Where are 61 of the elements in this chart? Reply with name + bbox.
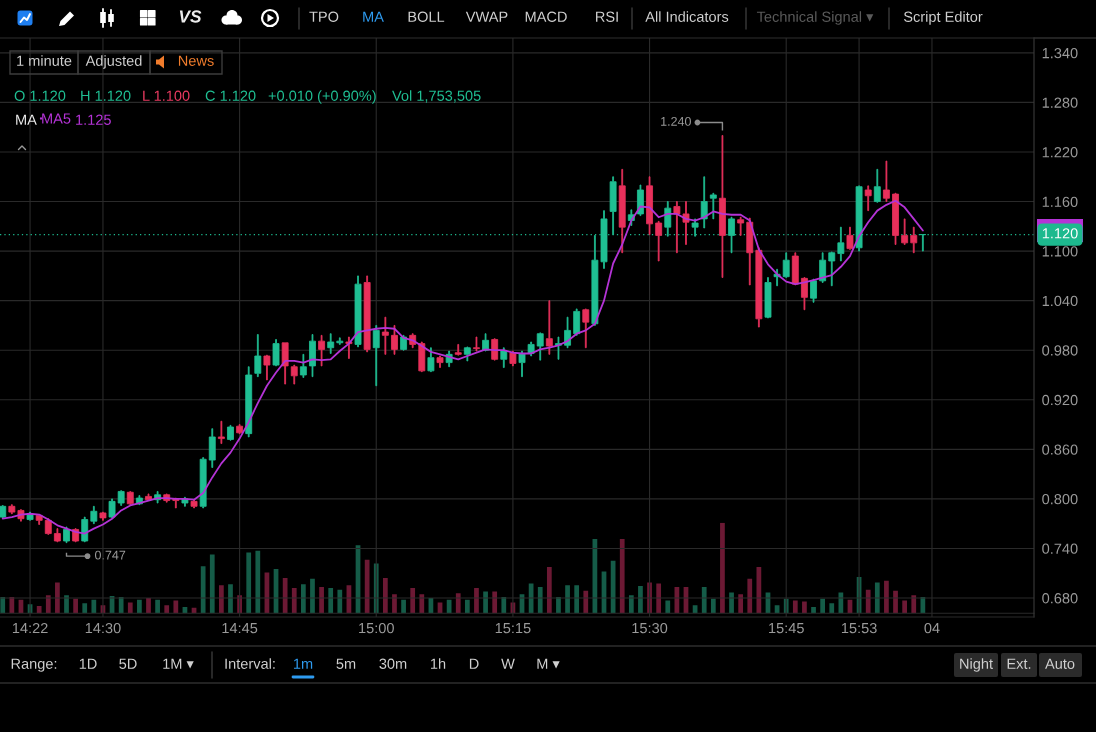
text: VS (179, 10, 202, 23)
annotation: L 1.100 (143, 90, 190, 101)
annotation: H 1.120 (81, 90, 131, 101)
text: VWAP (465, 11, 508, 22)
y-tick-label: 1.340 (1042, 47, 1078, 59)
text: All Indicators (645, 11, 729, 22)
annotation: MA (16, 114, 37, 125)
annotation: Vol 1,753,505 (392, 90, 481, 103)
text: 5D (119, 658, 137, 669)
ref-line-label: 1.120 (1042, 228, 1078, 239)
x-tick-label: 15:45 (769, 623, 804, 634)
y-tick-label: 0.680 (1042, 593, 1078, 604)
y-tick-label: 1.100 (1042, 246, 1078, 257)
text: BOLL (408, 11, 445, 22)
y-tick-label: 1.040 (1042, 295, 1078, 307)
annotation: News (178, 55, 214, 66)
x-tick-label: 14:30 (85, 622, 121, 634)
y-tick-label: 1.160 (1042, 196, 1078, 207)
legend-label: MA5 (42, 113, 71, 124)
y-tick-label: 0.860 (1042, 444, 1078, 455)
y-tick-label: 0.740 (1042, 543, 1078, 554)
text: Auto (1045, 658, 1075, 669)
annotation: C 1.120 (205, 90, 256, 101)
text: 1D (79, 658, 97, 669)
y-tick-label: 0.800 (1042, 493, 1078, 505)
text: 1M ▾ (163, 658, 194, 669)
annotation: 1.125 (76, 114, 111, 125)
annotation: 1 minute (17, 55, 72, 66)
text: Night (960, 658, 993, 672)
x-tick-label: 04 (924, 622, 940, 634)
annotation: Adjusted (85, 55, 142, 69)
y-tick-label: 1.220 (1042, 147, 1078, 158)
x-tick-label: 14:22 (12, 622, 48, 634)
x-tick-label: 14:45 (222, 623, 258, 634)
y-tick-label: 0.980 (1042, 345, 1078, 356)
x-tick-label: 15:00 (359, 622, 394, 634)
text: 1h (431, 658, 446, 669)
text: W (501, 658, 515, 669)
text: Range: (11, 658, 57, 672)
x-tick-label: 15:30 (632, 622, 668, 634)
text: RSI (596, 11, 618, 22)
annotation: 1.240 (661, 116, 691, 126)
text: Technical Signal ▾ (756, 11, 874, 25)
text: M ▾ (537, 658, 560, 669)
text: TPO (309, 11, 339, 22)
text: Script Editor (903, 11, 983, 25)
annotation: +0.010 (+0.90%) (268, 90, 376, 104)
annotation: O 1.120 (14, 90, 66, 101)
x-tick-label: 15:15 (495, 623, 531, 634)
text: 5m (336, 658, 356, 669)
y-tick-label: 1.280 (1042, 97, 1078, 108)
text: D (469, 658, 479, 669)
annotation: 0.747 (94, 550, 126, 560)
text: Ext. (1007, 658, 1031, 669)
text: 30m (379, 658, 407, 669)
text: Interval: (225, 658, 275, 669)
x-tick-label: 15:53 (841, 622, 877, 634)
text: MACD (525, 11, 567, 22)
text: MA (363, 11, 384, 22)
y-tick-label: 0.920 (1042, 394, 1078, 406)
text: 1m (293, 658, 313, 669)
